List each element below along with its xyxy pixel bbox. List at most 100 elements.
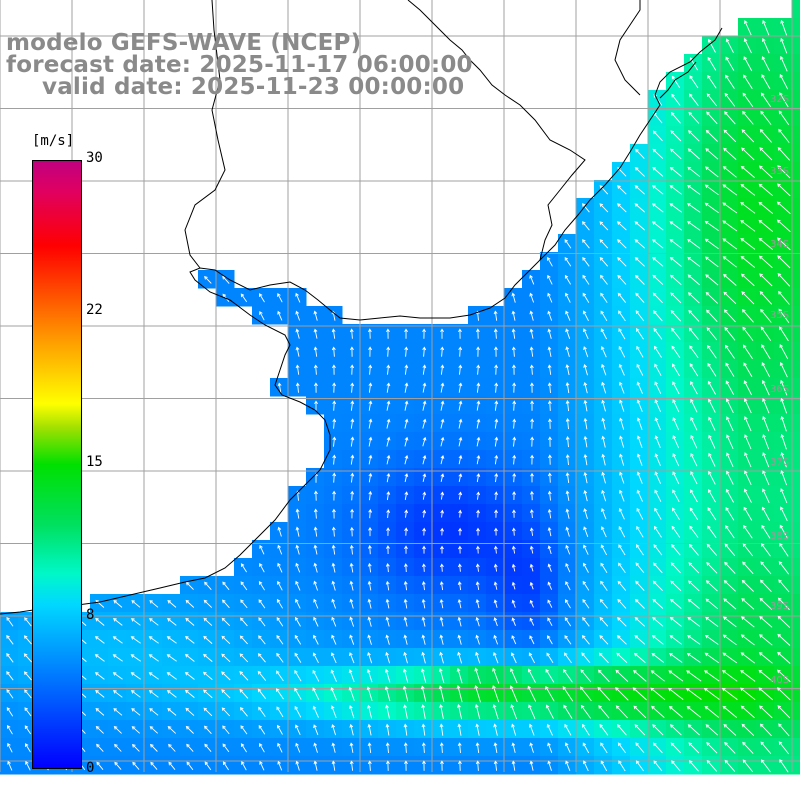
wind-arrow bbox=[744, 434, 752, 450]
wind-arrow bbox=[762, 434, 770, 450]
wind-cell bbox=[324, 468, 343, 487]
wind-arrow bbox=[114, 743, 122, 752]
wind-arrow bbox=[762, 19, 770, 36]
wind-arrow bbox=[761, 362, 771, 378]
wind-arrow bbox=[130, 690, 141, 698]
wind-arrow bbox=[778, 561, 790, 575]
wind-arrow bbox=[221, 617, 231, 627]
wind-cell bbox=[432, 522, 451, 541]
wind-cell bbox=[288, 324, 307, 343]
wind-arrow bbox=[599, 185, 609, 195]
wind-arrow bbox=[652, 724, 664, 736]
wind-cell bbox=[432, 576, 451, 595]
wind-arrow bbox=[475, 760, 480, 771]
wind-arrow bbox=[458, 436, 463, 447]
wind-arrow bbox=[547, 617, 553, 627]
wind-cell bbox=[342, 342, 361, 361]
wind-arrow bbox=[512, 472, 517, 483]
wind-cell bbox=[792, 108, 800, 127]
wind-arrow bbox=[24, 689, 32, 699]
wind-arrow bbox=[776, 201, 791, 215]
wind-cell bbox=[522, 504, 541, 523]
wind-arrow bbox=[438, 668, 445, 684]
wind-arrow bbox=[583, 328, 589, 340]
wind-arrow bbox=[760, 326, 772, 342]
wind-cell bbox=[468, 342, 487, 361]
wind-arrow bbox=[204, 275, 212, 284]
wind-arrow bbox=[259, 293, 265, 303]
wind-arrow bbox=[777, 165, 791, 179]
wind-cell bbox=[342, 450, 361, 469]
wind-arrow bbox=[511, 563, 516, 572]
wind-cell bbox=[360, 594, 379, 613]
wind-arrow bbox=[635, 742, 645, 754]
wind-arrow bbox=[615, 669, 629, 682]
wind-arrow bbox=[421, 704, 426, 719]
wind-arrow bbox=[367, 580, 372, 591]
wind-arrow bbox=[583, 399, 588, 412]
wind-arrow bbox=[276, 617, 284, 627]
wind-arrow bbox=[368, 490, 373, 501]
wind-cell bbox=[504, 756, 523, 775]
wind-cell bbox=[378, 738, 397, 757]
wind-cell bbox=[504, 540, 523, 559]
wind-arrow bbox=[422, 364, 427, 375]
wind-arrow bbox=[740, 705, 755, 719]
wind-cell bbox=[342, 594, 361, 613]
wind-cell bbox=[396, 558, 415, 577]
wind-cell bbox=[792, 342, 800, 361]
wind-cell bbox=[522, 468, 541, 487]
wind-arrow bbox=[705, 580, 718, 592]
wind-arrow bbox=[476, 545, 480, 554]
wind-arrow bbox=[601, 417, 606, 430]
wind-arrow bbox=[672, 489, 680, 503]
wind-arrow bbox=[582, 742, 590, 754]
wind-arrow bbox=[689, 93, 699, 107]
wind-cell bbox=[414, 558, 433, 577]
wind-arrow bbox=[366, 668, 373, 683]
wind-arrow bbox=[564, 239, 572, 249]
wind-arrow bbox=[403, 634, 408, 645]
wind-arrow bbox=[458, 400, 463, 411]
wind-arrow bbox=[725, 56, 735, 71]
wind-arrow bbox=[259, 544, 265, 555]
wind-arrow bbox=[368, 454, 373, 465]
wind-arrow bbox=[707, 38, 716, 53]
wind-arrow bbox=[277, 760, 283, 771]
wind-arrow bbox=[511, 742, 516, 753]
wind-arrow bbox=[654, 453, 661, 467]
wind-cell bbox=[360, 342, 379, 361]
wind-arrow bbox=[760, 92, 771, 108]
wind-arrow bbox=[565, 400, 570, 412]
wind-arrow bbox=[440, 527, 444, 536]
wind-cell bbox=[342, 558, 361, 577]
wind-arrow bbox=[367, 742, 372, 753]
wind-arrow bbox=[332, 472, 337, 483]
wind-arrow bbox=[458, 418, 463, 429]
wind-arrow bbox=[759, 597, 773, 610]
wind-arrow bbox=[583, 471, 588, 484]
wind-arrow bbox=[367, 598, 372, 609]
wind-arrow bbox=[494, 454, 499, 465]
wind-arrow bbox=[474, 704, 481, 720]
wind-arrow bbox=[669, 652, 683, 663]
wind-arrow bbox=[705, 256, 719, 268]
wind-cell bbox=[378, 450, 397, 469]
wind-arrow bbox=[741, 147, 755, 161]
wind-arrow bbox=[778, 723, 790, 737]
wind-arrow bbox=[760, 543, 771, 557]
wind-arrow bbox=[599, 239, 609, 249]
wind-arrow bbox=[565, 454, 570, 466]
wind-arrow bbox=[6, 635, 14, 645]
wind-arrow bbox=[722, 238, 738, 250]
wind-arrow bbox=[726, 416, 734, 432]
wind-arrow bbox=[762, 470, 770, 486]
wind-arrow bbox=[686, 670, 702, 682]
wind-arrow bbox=[367, 760, 372, 771]
wind-cell bbox=[792, 36, 800, 55]
wind-arrow bbox=[313, 508, 318, 519]
wind-arrow bbox=[259, 760, 265, 771]
wind-arrow bbox=[654, 345, 662, 358]
wind-arrow bbox=[422, 400, 427, 411]
wind-arrow bbox=[563, 704, 573, 719]
